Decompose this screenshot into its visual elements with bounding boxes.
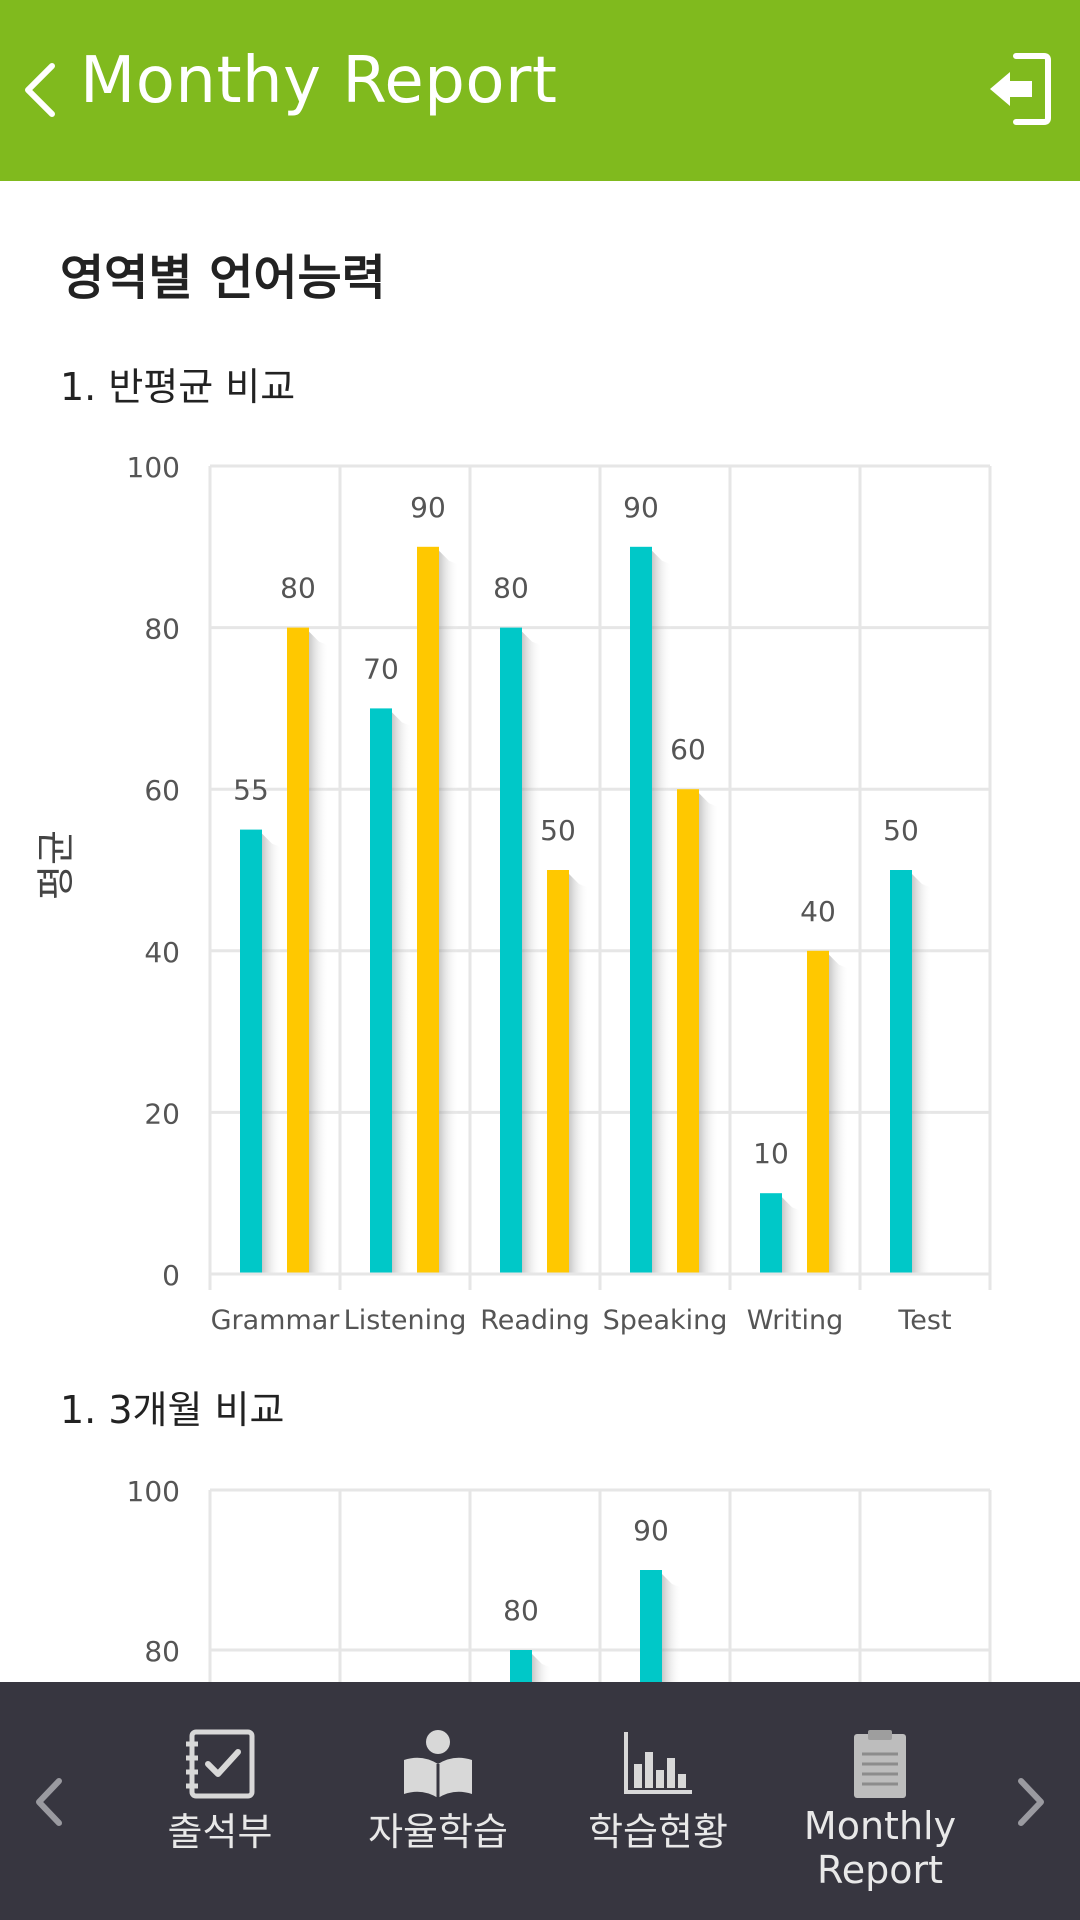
nav-next-button[interactable] xyxy=(1002,1752,1062,1852)
bar xyxy=(547,870,569,1274)
app-header: Monthy Report xyxy=(0,0,1080,181)
bar-value-label: 80 xyxy=(503,1594,539,1627)
bar xyxy=(240,829,262,1274)
bar xyxy=(807,950,829,1274)
nav-label-self-study: 자율학습 xyxy=(368,1810,508,1854)
bar-value-label: 50 xyxy=(883,814,919,847)
bar xyxy=(287,627,309,1274)
bar-shadow xyxy=(569,874,589,1274)
nav-prev-button[interactable] xyxy=(18,1752,78,1852)
y-tick-label: 80 xyxy=(144,613,180,646)
bar-shadow xyxy=(662,1574,682,1682)
logout-icon xyxy=(990,53,1051,125)
bar-value-label: 60 xyxy=(670,733,706,766)
bar-shadow xyxy=(782,1197,802,1274)
bar xyxy=(510,1650,532,1682)
y-tick-label: 0 xyxy=(162,1259,180,1292)
back-button[interactable] xyxy=(18,58,62,122)
nav-item-self-study[interactable]: 자율학습 xyxy=(338,1682,538,1920)
bar xyxy=(760,1193,782,1274)
bar-chart-icon xyxy=(624,1732,692,1794)
chevron-right-icon xyxy=(1018,1778,1044,1826)
nav-label-attendance: 출석부 xyxy=(167,1810,273,1854)
bar-value-label: 40 xyxy=(800,895,836,928)
self-study-reader-icon xyxy=(404,1730,472,1798)
bar-value-label: 90 xyxy=(633,1514,669,1547)
chevron-left-icon xyxy=(25,63,55,117)
x-tick-label: Listening xyxy=(344,1305,467,1336)
bar xyxy=(370,708,392,1274)
x-tick-label: Grammar xyxy=(211,1305,341,1336)
chart1-title: 1. 반평균 비교 xyxy=(60,365,296,409)
bar-shadow xyxy=(699,793,719,1274)
y-tick-label: 20 xyxy=(144,1097,180,1130)
y-tick-label: 80 xyxy=(144,1635,180,1668)
bar-shadow xyxy=(262,833,282,1274)
x-tick-label: Reading xyxy=(480,1305,590,1336)
bar-shadow xyxy=(439,550,459,1274)
attendance-checklist-icon xyxy=(186,1729,255,1799)
three-month-chart: 80 100 80 90 xyxy=(127,1475,992,1682)
bar-shadow xyxy=(829,954,849,1274)
logout-button[interactable] xyxy=(986,50,1054,128)
bar-value-label: 55 xyxy=(233,774,269,807)
bar-value-label: 80 xyxy=(280,572,316,605)
bar-shadow xyxy=(522,631,542,1274)
page-title: Monthy Report xyxy=(80,44,558,118)
nav-label-study-status: 학습현황 xyxy=(588,1810,728,1854)
bar xyxy=(640,1570,662,1682)
nav-item-attendance[interactable]: 출석부 xyxy=(120,1682,320,1920)
y-tick-label: 60 xyxy=(144,774,180,807)
bar-value-label: 90 xyxy=(623,491,659,524)
clipboard-report-icon xyxy=(854,1730,906,1798)
nav-label-monthly-report: Monthly Report xyxy=(803,1804,957,1892)
bar-value-label: 70 xyxy=(363,652,399,685)
y-tick-label: 40 xyxy=(144,936,180,969)
bar xyxy=(500,627,522,1274)
section-title: 영역별 언어능력 xyxy=(60,250,386,306)
bar xyxy=(630,546,652,1274)
bar xyxy=(890,870,912,1274)
x-tick-label: Writing xyxy=(747,1305,843,1336)
bar-value-label: 50 xyxy=(540,814,576,847)
bar-value-label: 80 xyxy=(493,572,529,605)
y-tick-label: 100 xyxy=(127,451,180,484)
bar-value-label: 90 xyxy=(410,491,446,524)
bar-value-label: 10 xyxy=(753,1137,789,1170)
bar xyxy=(417,546,439,1274)
nav-item-study-status[interactable]: 학습현황 xyxy=(558,1682,758,1920)
x-tick-label: Speaking xyxy=(603,1305,728,1336)
nav-item-monthly-report[interactable]: Monthly Report xyxy=(780,1682,980,1920)
bar-shadow xyxy=(652,550,672,1274)
bar-shadow xyxy=(912,874,932,1274)
chart2-title: 1. 3개월 비교 xyxy=(60,1388,285,1432)
bar xyxy=(677,789,699,1274)
chevron-left-icon xyxy=(36,1778,62,1826)
bottom-nav: 출석부 자율학습 학습현황 Monthly Report xyxy=(0,1682,1080,1920)
x-tick-label: Test xyxy=(897,1305,951,1336)
bar-shadow xyxy=(532,1654,552,1682)
y-tick-label: 100 xyxy=(127,1475,180,1508)
class-average-chart: 0 20 40 60 80 100 55 70 80 90 10 50 80 90 50 60 40 Gramma… xyxy=(127,451,992,1336)
bar-shadow xyxy=(309,631,329,1274)
bar-shadow xyxy=(392,712,412,1274)
